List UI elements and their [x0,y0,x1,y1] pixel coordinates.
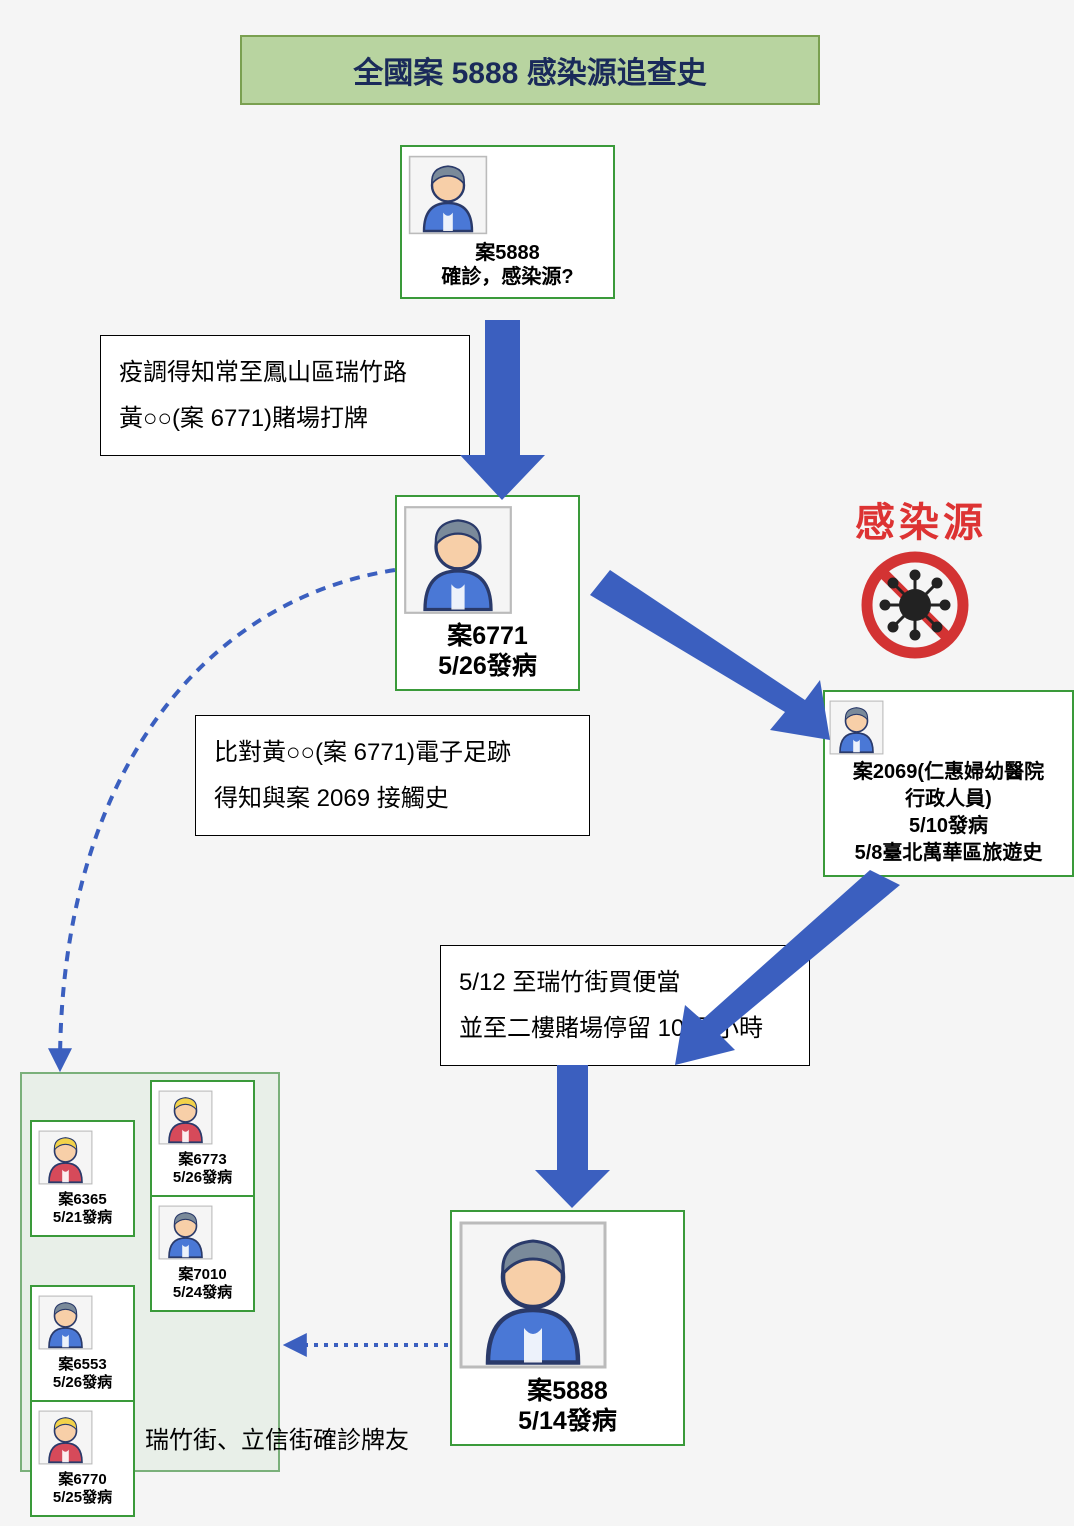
node-sub: 5/21發病 [38,1209,127,1227]
node-sub: 行政人員) [829,786,1068,813]
info-line: 5/12 至瑞竹街買便當 [459,960,791,1006]
node-label: 案6770 [38,1471,127,1489]
node-5888-top: 案5888 確診，感染源? [400,145,615,299]
info-box-2: 比對黃○○(案 6771)電子足跡 得知與案 2069 接觸史 [195,715,590,836]
node-label: 案6365 [38,1191,127,1209]
node-sub: 確診，感染源? [408,265,607,289]
avatar-icon [38,1410,127,1465]
node-2069: 案2069(仁惠婦幼醫院 行政人員) 5/10發病 5/8臺北萬華區旅遊史 [823,690,1074,877]
avatar-icon [408,155,607,235]
infection-source-label: 感染源 [855,490,987,548]
node-sub: 5/26發病 [158,1169,247,1187]
node-7010: 案7010 5/24發病 [150,1195,255,1312]
node-label: 案7010 [158,1266,247,1284]
title: 全國案 5888 感染源追查史 [240,35,820,105]
node-label: 案6553 [38,1356,127,1374]
node-sub: 5/26發病 [38,1374,127,1392]
info-line: 黃○○(案 6771)賭場打牌 [119,396,451,442]
avatar-icon [158,1205,247,1260]
info-line: 並至二樓賭場停留 10 個小時 [459,1006,791,1052]
virus-prohibited-icon [855,545,975,665]
node-sub: 5/24發病 [158,1284,247,1302]
info-line: 比對黃○○(案 6771)電子足跡 [214,730,571,776]
node-label: 案6773 [158,1151,247,1169]
node-6365: 案6365 5/21發病 [30,1120,135,1237]
avatar-icon [38,1295,127,1350]
node-label: 案5888 [458,1376,677,1406]
node-6770: 案6770 5/25發病 [30,1400,135,1517]
node-6553: 案6553 5/26發病 [30,1285,135,1402]
avatar-icon [403,505,572,615]
cluster-caption: 瑞竹街、立信街確診牌友 [145,1420,409,1455]
info-line: 得知與案 2069 接觸史 [214,776,571,822]
node-sub: 5/14發病 [458,1406,677,1436]
node-sub: 5/26發病 [403,651,572,681]
node-label: 案2069(仁惠婦幼醫院 [829,759,1068,786]
avatar-icon [38,1130,127,1185]
info-line: 疫調得知常至鳳山區瑞竹路 [119,350,451,396]
avatar-icon [158,1090,247,1145]
node-label: 案5888 [408,241,607,265]
node-sub: 5/8臺北萬華區旅遊史 [829,840,1068,867]
info-box-3: 5/12 至瑞竹街買便當 並至二樓賭場停留 10 個小時 [440,945,810,1066]
node-label: 案6771 [403,621,572,651]
node-sub: 5/10發病 [829,813,1068,840]
node-6771: 案6771 5/26發病 [395,495,580,691]
info-box-1: 疫調得知常至鳳山區瑞竹路 黃○○(案 6771)賭場打牌 [100,335,470,456]
node-6773: 案6773 5/26發病 [150,1080,255,1197]
avatar-icon [829,700,1068,755]
node-sub: 5/25發病 [38,1489,127,1507]
avatar-icon [458,1220,677,1370]
node-5888-bottom: 案5888 5/14發病 [450,1210,685,1446]
